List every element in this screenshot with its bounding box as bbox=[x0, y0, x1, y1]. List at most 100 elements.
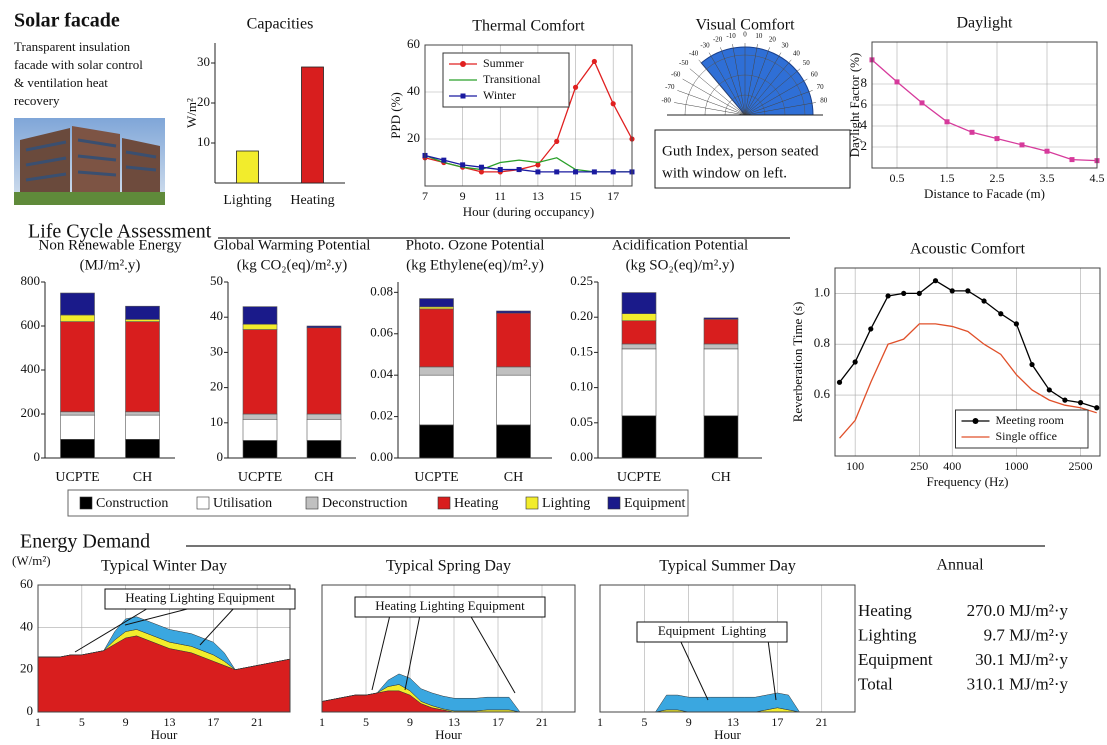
y-tick-label: 0.20 bbox=[570, 308, 593, 323]
legend-label: Winter bbox=[483, 88, 516, 102]
marker bbox=[592, 59, 597, 64]
row-value: 30.1 MJ/m²·y bbox=[975, 650, 1068, 669]
x-tick-label: 9 bbox=[460, 189, 466, 203]
bar-segment bbox=[61, 412, 95, 415]
x-tick-label: 1000 bbox=[1004, 459, 1028, 473]
bar-segment bbox=[622, 416, 656, 458]
chart-title: Non Renewable Energy bbox=[38, 237, 182, 253]
marker bbox=[460, 162, 465, 167]
marker bbox=[933, 278, 938, 283]
x-tick-label: 3.5 bbox=[1040, 171, 1055, 185]
legend-swatch bbox=[306, 497, 318, 509]
x-tick-label: 21 bbox=[251, 715, 263, 729]
marker bbox=[1020, 142, 1025, 147]
row-label: Total bbox=[858, 674, 893, 693]
legend-label: Equipment bbox=[624, 496, 686, 511]
caption: Guth Index, person seated bbox=[662, 143, 819, 159]
x-tick-label: 17 bbox=[207, 715, 219, 729]
y-tick-label: 40 bbox=[20, 618, 33, 633]
bar-segment bbox=[704, 349, 738, 416]
row-label: Equipment bbox=[858, 650, 933, 669]
x-tick-label: 2500 bbox=[1069, 459, 1093, 473]
chart-title: Acoustic Comfort bbox=[910, 241, 1026, 258]
legend-swatch bbox=[526, 497, 538, 509]
chart-title: Typical Winter Day bbox=[101, 558, 227, 575]
y-tick-label: 0.25 bbox=[570, 273, 593, 288]
angle-label: -70 bbox=[665, 83, 675, 91]
visual-comfort-diagram: -80-70-60-50-40-30-20-100102030405060708… bbox=[662, 31, 828, 115]
bar-segment bbox=[126, 439, 160, 458]
photo bbox=[14, 118, 165, 205]
x-tick-label: 1 bbox=[35, 715, 41, 729]
x-tick-label: 1.5 bbox=[940, 171, 955, 185]
angle-label: 60 bbox=[811, 71, 819, 79]
chart-unit: (kg SO₂(eq)/m².y) bbox=[626, 257, 735, 273]
x-axis-label: Hour bbox=[435, 727, 462, 742]
bar-segment bbox=[622, 293, 656, 314]
bar-segment bbox=[307, 328, 341, 414]
marker bbox=[995, 136, 1000, 141]
legend-label: Single office bbox=[996, 429, 1057, 443]
angle-label: -50 bbox=[679, 59, 689, 67]
legend-swatch bbox=[438, 497, 450, 509]
bar-segment bbox=[497, 425, 531, 458]
bar-segment bbox=[497, 311, 531, 313]
chart-title: Thermal Comfort bbox=[472, 18, 585, 35]
marker bbox=[1014, 321, 1019, 326]
legend-label: Meeting room bbox=[996, 413, 1065, 427]
legend-marker bbox=[460, 61, 466, 67]
y-tick-label: 10 bbox=[210, 414, 223, 429]
bar-segment bbox=[126, 415, 160, 439]
marker bbox=[479, 165, 484, 170]
marker bbox=[1045, 149, 1050, 154]
y-tick-label: 40 bbox=[210, 308, 223, 323]
y-tick-label: 60 bbox=[407, 36, 420, 51]
bar-segment bbox=[243, 307, 277, 325]
x-tick-label: 2.5 bbox=[990, 171, 1005, 185]
marker bbox=[592, 169, 597, 174]
x-tick-label: UCPTE bbox=[238, 470, 282, 485]
bar-segment bbox=[704, 318, 738, 319]
marker bbox=[895, 79, 900, 84]
y-tick-label: 30 bbox=[197, 54, 210, 69]
legend-swatch bbox=[608, 497, 620, 509]
angle-label: 10 bbox=[755, 32, 763, 40]
chart-unit: (MJ/m².y) bbox=[80, 257, 141, 273]
table-title: Annual bbox=[936, 557, 984, 574]
y-tick-label: 0.04 bbox=[370, 366, 393, 381]
angle-label: 80 bbox=[820, 97, 828, 105]
y-tick-label: 0.05 bbox=[570, 414, 593, 429]
x-tick-label: 17 bbox=[607, 189, 619, 203]
y-tick-label: 50 bbox=[210, 273, 223, 288]
legend-label: Deconstruction bbox=[322, 496, 408, 511]
y-axis-label: W/m² bbox=[184, 98, 199, 128]
x-tick-label: 0.5 bbox=[890, 171, 905, 185]
bar-segment bbox=[307, 419, 341, 440]
y-tick-label: 0.08 bbox=[370, 283, 393, 298]
description: facade with solar control bbox=[14, 57, 143, 72]
bar-segment bbox=[243, 324, 277, 329]
bar-segment bbox=[420, 425, 454, 458]
x-tick-label: 1 bbox=[319, 715, 325, 729]
chart-title: Typical Summer Day bbox=[659, 558, 796, 575]
bar-segment bbox=[704, 319, 738, 344]
x-tick-label: 11 bbox=[494, 189, 506, 203]
x-tick-label: 9 bbox=[407, 715, 413, 729]
y-tick-label: 200 bbox=[21, 405, 41, 420]
x-tick-label: 9 bbox=[123, 715, 129, 729]
angle-label: -20 bbox=[713, 35, 723, 43]
legend-label: Heating bbox=[454, 496, 498, 511]
bar-segment bbox=[307, 414, 341, 419]
x-tick-label: 1 bbox=[597, 715, 603, 729]
marker bbox=[535, 169, 540, 174]
bar-segment bbox=[126, 412, 160, 415]
description: recovery bbox=[14, 93, 60, 108]
x-tick-label: CH bbox=[133, 470, 152, 485]
x-tick-label: 17 bbox=[492, 715, 504, 729]
x-tick-label: CH bbox=[314, 470, 333, 485]
bar-segment bbox=[497, 367, 531, 375]
bar-segment bbox=[61, 415, 95, 439]
legend-marker bbox=[973, 418, 979, 424]
angle-label: -30 bbox=[700, 41, 710, 49]
bar-segment bbox=[61, 293, 95, 315]
